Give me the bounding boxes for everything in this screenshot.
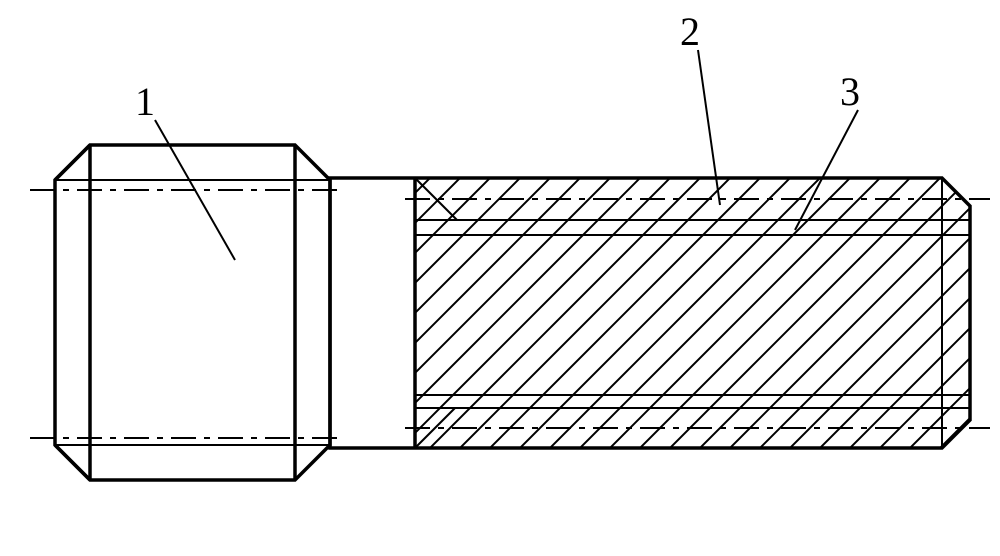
callout-labels: 1 2 3 — [135, 9, 860, 124]
centerlines — [30, 190, 990, 438]
callout-label-1: 1 — [135, 79, 155, 124]
callout-label-3: 3 — [840, 69, 860, 114]
callout-label-2: 2 — [680, 9, 700, 54]
section-hatching — [315, 0, 1000, 556]
technical-drawing: 1 2 3 — [0, 0, 1000, 556]
leader-lines — [155, 50, 858, 260]
